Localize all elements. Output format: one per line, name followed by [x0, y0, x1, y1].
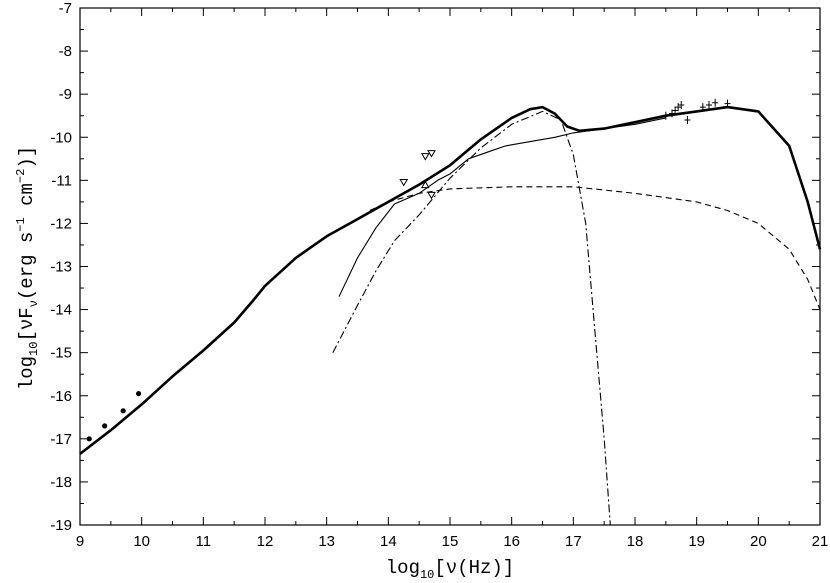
radio-data-point — [102, 423, 108, 429]
x-tick-labels: 9 10 11 12 13 14 15 16 17 18 19 20 21 — [76, 533, 829, 550]
xray-data-point — [662, 111, 669, 120]
y-tick-label: -11 — [51, 172, 72, 189]
radio-data-point — [120, 408, 126, 414]
x-tick-label: 20 — [750, 533, 767, 550]
upper-limit-marker — [399, 178, 409, 187]
y-axis-title-prefix: log — [16, 356, 38, 390]
y-axis-title: log10[νFν(erg s−1 cm−2)] — [14, 146, 41, 390]
y-axis-title-exp2: −2 — [14, 169, 28, 183]
y-tick-label: -12 — [50, 215, 72, 232]
y-axis-title-sub: 10 — [27, 342, 41, 356]
y-tick-label: -16 — [50, 388, 72, 405]
xray-data-point — [684, 116, 691, 125]
y-axis-title-nu-sub: ν — [27, 300, 41, 307]
x-tick-label: 9 — [76, 533, 84, 550]
xray-data-point — [672, 106, 679, 115]
plot-frame — [79, 7, 821, 526]
model-curves — [79, 105, 822, 526]
xray-data-point — [678, 100, 685, 109]
y-tick-label: -18 — [50, 474, 72, 491]
x-tick-label: 17 — [565, 533, 582, 550]
xray-data-point — [712, 98, 719, 107]
total-model-curve — [79, 105, 822, 455]
xray-data-point — [675, 103, 682, 112]
y-tick-label: -7 — [59, 0, 72, 17]
x-tick-label: 16 — [503, 533, 520, 550]
y-axis-title-close: )] — [16, 146, 38, 169]
x-tick-label: 13 — [318, 533, 335, 550]
dash-dot-curve — [332, 110, 611, 526]
x-tick-label: 14 — [380, 533, 397, 550]
x-tick-label: 11 — [196, 533, 212, 550]
xray-data-point — [669, 109, 675, 118]
x-tick-label: 21 — [812, 533, 829, 550]
data-markers — [86, 98, 731, 442]
x-tick-label: 19 — [688, 533, 705, 550]
y-tick-label: -15 — [50, 345, 72, 362]
dashed-curve — [369, 186, 821, 310]
upper-limit-marker — [420, 153, 430, 161]
y-tick-label: -13 — [50, 259, 72, 276]
radio-data-point — [86, 436, 92, 442]
x-tick-label: 10 — [133, 533, 150, 550]
y-tick-labels: -19 -18 -17 -16 -15 -14 -13 -12 -11 -10 -9 -8 -7 — [50, 0, 72, 534]
xray-data-point — [706, 100, 712, 109]
xray-data-point — [699, 103, 706, 112]
x-axis-title-sub: 10 — [420, 568, 434, 582]
x-tick-label: 15 — [442, 533, 459, 550]
y-axis-title-exp1: −1 — [14, 217, 28, 231]
thin-solid-curve — [338, 117, 666, 297]
lower-limit-marker — [420, 180, 430, 189]
y-axis-title-units: (erg s — [16, 232, 38, 300]
y-axis-title-cm: cm — [16, 183, 38, 217]
y-tick-label: -19 — [50, 517, 72, 534]
x-tick-label: 12 — [257, 533, 274, 550]
radio-data-point — [135, 390, 142, 397]
x-axis-title-text: [ν(Hz)] — [434, 557, 514, 579]
y-tick-label: -17 — [50, 431, 72, 448]
x-axis-title: log10[ν(Hz)] — [386, 557, 514, 582]
y-axis-title-mid: [νF — [16, 307, 38, 341]
x-tick-label: 18 — [627, 533, 644, 550]
upper-limit-marker — [427, 191, 436, 200]
y-tick-label: -8 — [59, 43, 72, 60]
upper-limit-marker — [427, 150, 436, 158]
xray-data-point — [724, 99, 731, 108]
axis-ticks — [79, 7, 821, 526]
y-tick-label: -14 — [50, 302, 72, 319]
y-tick-label: -10 — [50, 129, 72, 146]
y-tick-label: -9 — [59, 86, 72, 103]
x-axis-title-prefix: log — [386, 557, 420, 579]
